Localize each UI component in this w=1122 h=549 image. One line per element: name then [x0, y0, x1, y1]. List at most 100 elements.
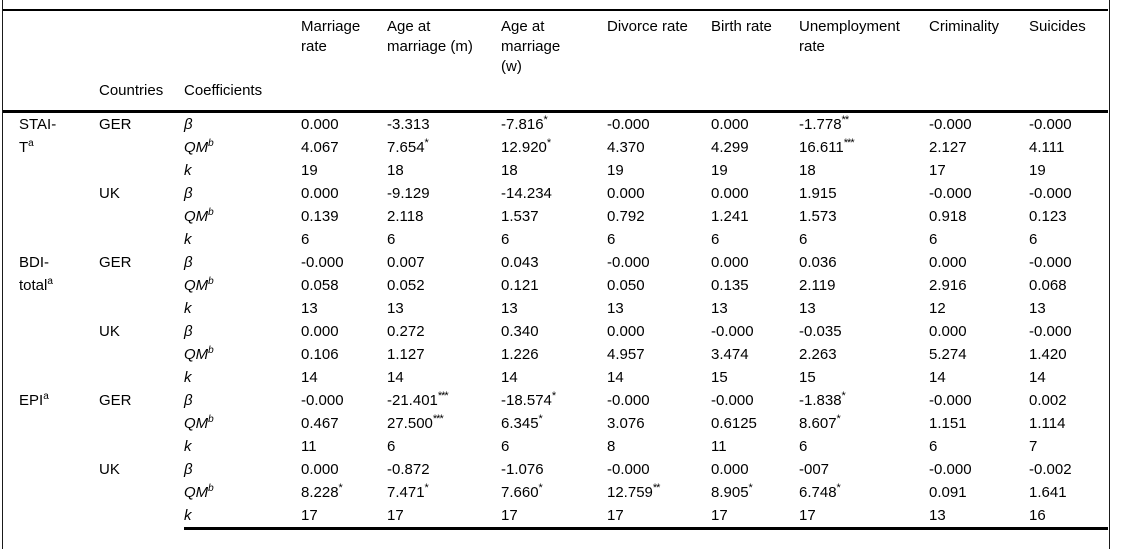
value-cell: 6 [929, 437, 938, 455]
value-cell: -0.000 [301, 253, 344, 271]
coefficient-label: k [184, 368, 192, 386]
coefficient-label-cell: β [184, 389, 301, 412]
value-cell: 18 [799, 161, 816, 179]
coefficient-label-cell: k [184, 228, 301, 251]
country-cell: GER [99, 115, 132, 133]
value-cell: 0.467 [301, 414, 339, 432]
scale-footnote-marker: a [28, 137, 34, 149]
value-cell: -0.000 [711, 322, 754, 340]
table-header: Countries Coefficients Marriage rate Age at… [3, 10, 1108, 113]
value-cell: 11 [711, 437, 727, 455]
country-cell: UK [99, 322, 120, 340]
value-cell: -0.000 [929, 391, 972, 409]
value-cell: 0.058 [301, 276, 339, 294]
scale-cell: STAI- Ta [19, 115, 57, 156]
value-cell: 5.274 [929, 345, 967, 363]
value-cell: -3.313 [387, 115, 430, 133]
value-cell: 0.002 [1029, 391, 1067, 409]
value-cell: 0.123 [1029, 207, 1067, 225]
value-cell: 17 [501, 503, 607, 530]
coefficient-label-cell: QMb [184, 343, 301, 366]
value-cell: 6 [929, 230, 938, 248]
coefficient-footnote-marker: b [208, 137, 214, 149]
data-row: k 19 18 18 19 19 18 17 19 [3, 159, 1108, 182]
value-cell: 7.660* [501, 481, 543, 501]
value-cell: -9.129 [387, 184, 430, 202]
coefficient-label-cell: k [184, 366, 301, 389]
header-corner [3, 10, 99, 113]
coefficient-footnote-marker: b [208, 482, 214, 494]
value-cell: 7.654* [387, 136, 429, 156]
value-cell: 0.139 [301, 207, 339, 225]
data-row: QMb 8.228* 7.471* 7.660* 12.759** 8.905* 6.748… [3, 481, 1108, 504]
country-cell: GER [99, 391, 132, 409]
value-cell: 2.119 [799, 276, 836, 294]
value-cell: -0.000 [301, 391, 344, 409]
data-row: BDI-totala GER β -0.000 0.007 0.043 -0.000 0.00… [3, 251, 1108, 294]
value-cell: 13 [799, 299, 816, 317]
value-cell: 0.007 [387, 253, 425, 271]
value-cell: 4.067 [301, 138, 339, 156]
value-cell: 0.792 [607, 207, 645, 225]
data-row: STAI- Ta GER β 0.000 -3.313 -7.816* -0.000 0.000… [3, 111, 1108, 156]
value-cell: -0.000 [711, 391, 754, 409]
value-cell: 6 [387, 437, 396, 455]
value-cell: 13 [607, 299, 624, 317]
value-cell: 4.299 [711, 138, 749, 156]
significance-stars: *** [432, 412, 444, 425]
value-cell: -007 [799, 460, 830, 478]
value-cell: 7 [1029, 437, 1038, 455]
value-cell: 14 [301, 368, 318, 386]
value-cell: 19 [1029, 161, 1046, 179]
significance-stars: * [424, 481, 429, 494]
country-cell: UK [99, 184, 120, 202]
coefficient-label: QMb [184, 137, 214, 156]
column-header-age-at-marriage-m: Age at marriage (m) [387, 10, 501, 113]
coefficient-label-cell: β [184, 320, 301, 343]
value-cell: 1.226 [501, 345, 539, 363]
column-header-marriage-rate: Marriage rate [301, 10, 387, 113]
value-cell: 0.036 [799, 253, 837, 271]
value-cell: 0.050 [607, 276, 645, 294]
coefficient-label: QMb [184, 275, 214, 294]
coefficient-label-cell: QMb [184, 412, 301, 435]
country-cell: UK [99, 460, 120, 478]
coefficient-label-cell: k [184, 297, 301, 320]
scale-cell: EPIa [19, 390, 49, 409]
significance-stars: ** [841, 113, 850, 126]
value-cell: -0.000 [1029, 184, 1072, 202]
data-row: k 13 13 13 13 13 13 12 13 [3, 297, 1108, 320]
coefficient-footnote-marker: b [208, 413, 214, 425]
value-cell: 0.000 [711, 460, 749, 478]
value-cell: 6 [387, 230, 396, 248]
value-cell: -0.872 [387, 460, 430, 478]
value-cell: 7.471* [387, 481, 429, 501]
data-row: k 14 14 14 14 15 15 14 14 [3, 366, 1108, 389]
value-cell: 1.420 [1029, 345, 1067, 363]
coefficient-label: k [184, 437, 192, 455]
value-cell: 0.106 [301, 345, 339, 363]
coefficient-label: QMb [184, 206, 214, 225]
value-cell: 4.111 [1029, 138, 1065, 156]
value-cell: -0.000 [929, 460, 972, 478]
coefficient-label-cell: QMb [184, 136, 301, 159]
data-row: UK β 0.000 -0.872 -1.076 -0.000 0.000 -007 -0.00… [3, 458, 1108, 481]
coefficient-label-cell: QMb [184, 274, 301, 297]
data-row: QMb 0.058 0.052 0.121 0.050 0.135 2.119 2.916 0.… [3, 274, 1108, 297]
value-cell: 1.573 [799, 207, 837, 225]
value-cell: 19 [301, 161, 318, 179]
column-header-coefficients: Coefficients [184, 10, 301, 113]
value-cell: 0.000 [711, 115, 749, 133]
value-cell: 6 [501, 437, 510, 455]
value-cell: 13 [301, 299, 318, 317]
column-header-suicides: Suicides [1029, 10, 1108, 113]
value-cell: -18.574* [501, 389, 556, 409]
data-row: QMb 0.467 27.500*** 6.345* 3.076 0.6125 8.607*… [3, 412, 1108, 435]
significance-stars: * [538, 481, 543, 494]
coefficient-label: k [184, 299, 192, 317]
coefficient-label-cell: β [184, 111, 301, 136]
value-cell: 0.000 [301, 460, 339, 478]
value-cell: 13 [929, 503, 1029, 530]
coefficient-label: k [184, 161, 192, 179]
significance-stars: * [836, 412, 841, 425]
